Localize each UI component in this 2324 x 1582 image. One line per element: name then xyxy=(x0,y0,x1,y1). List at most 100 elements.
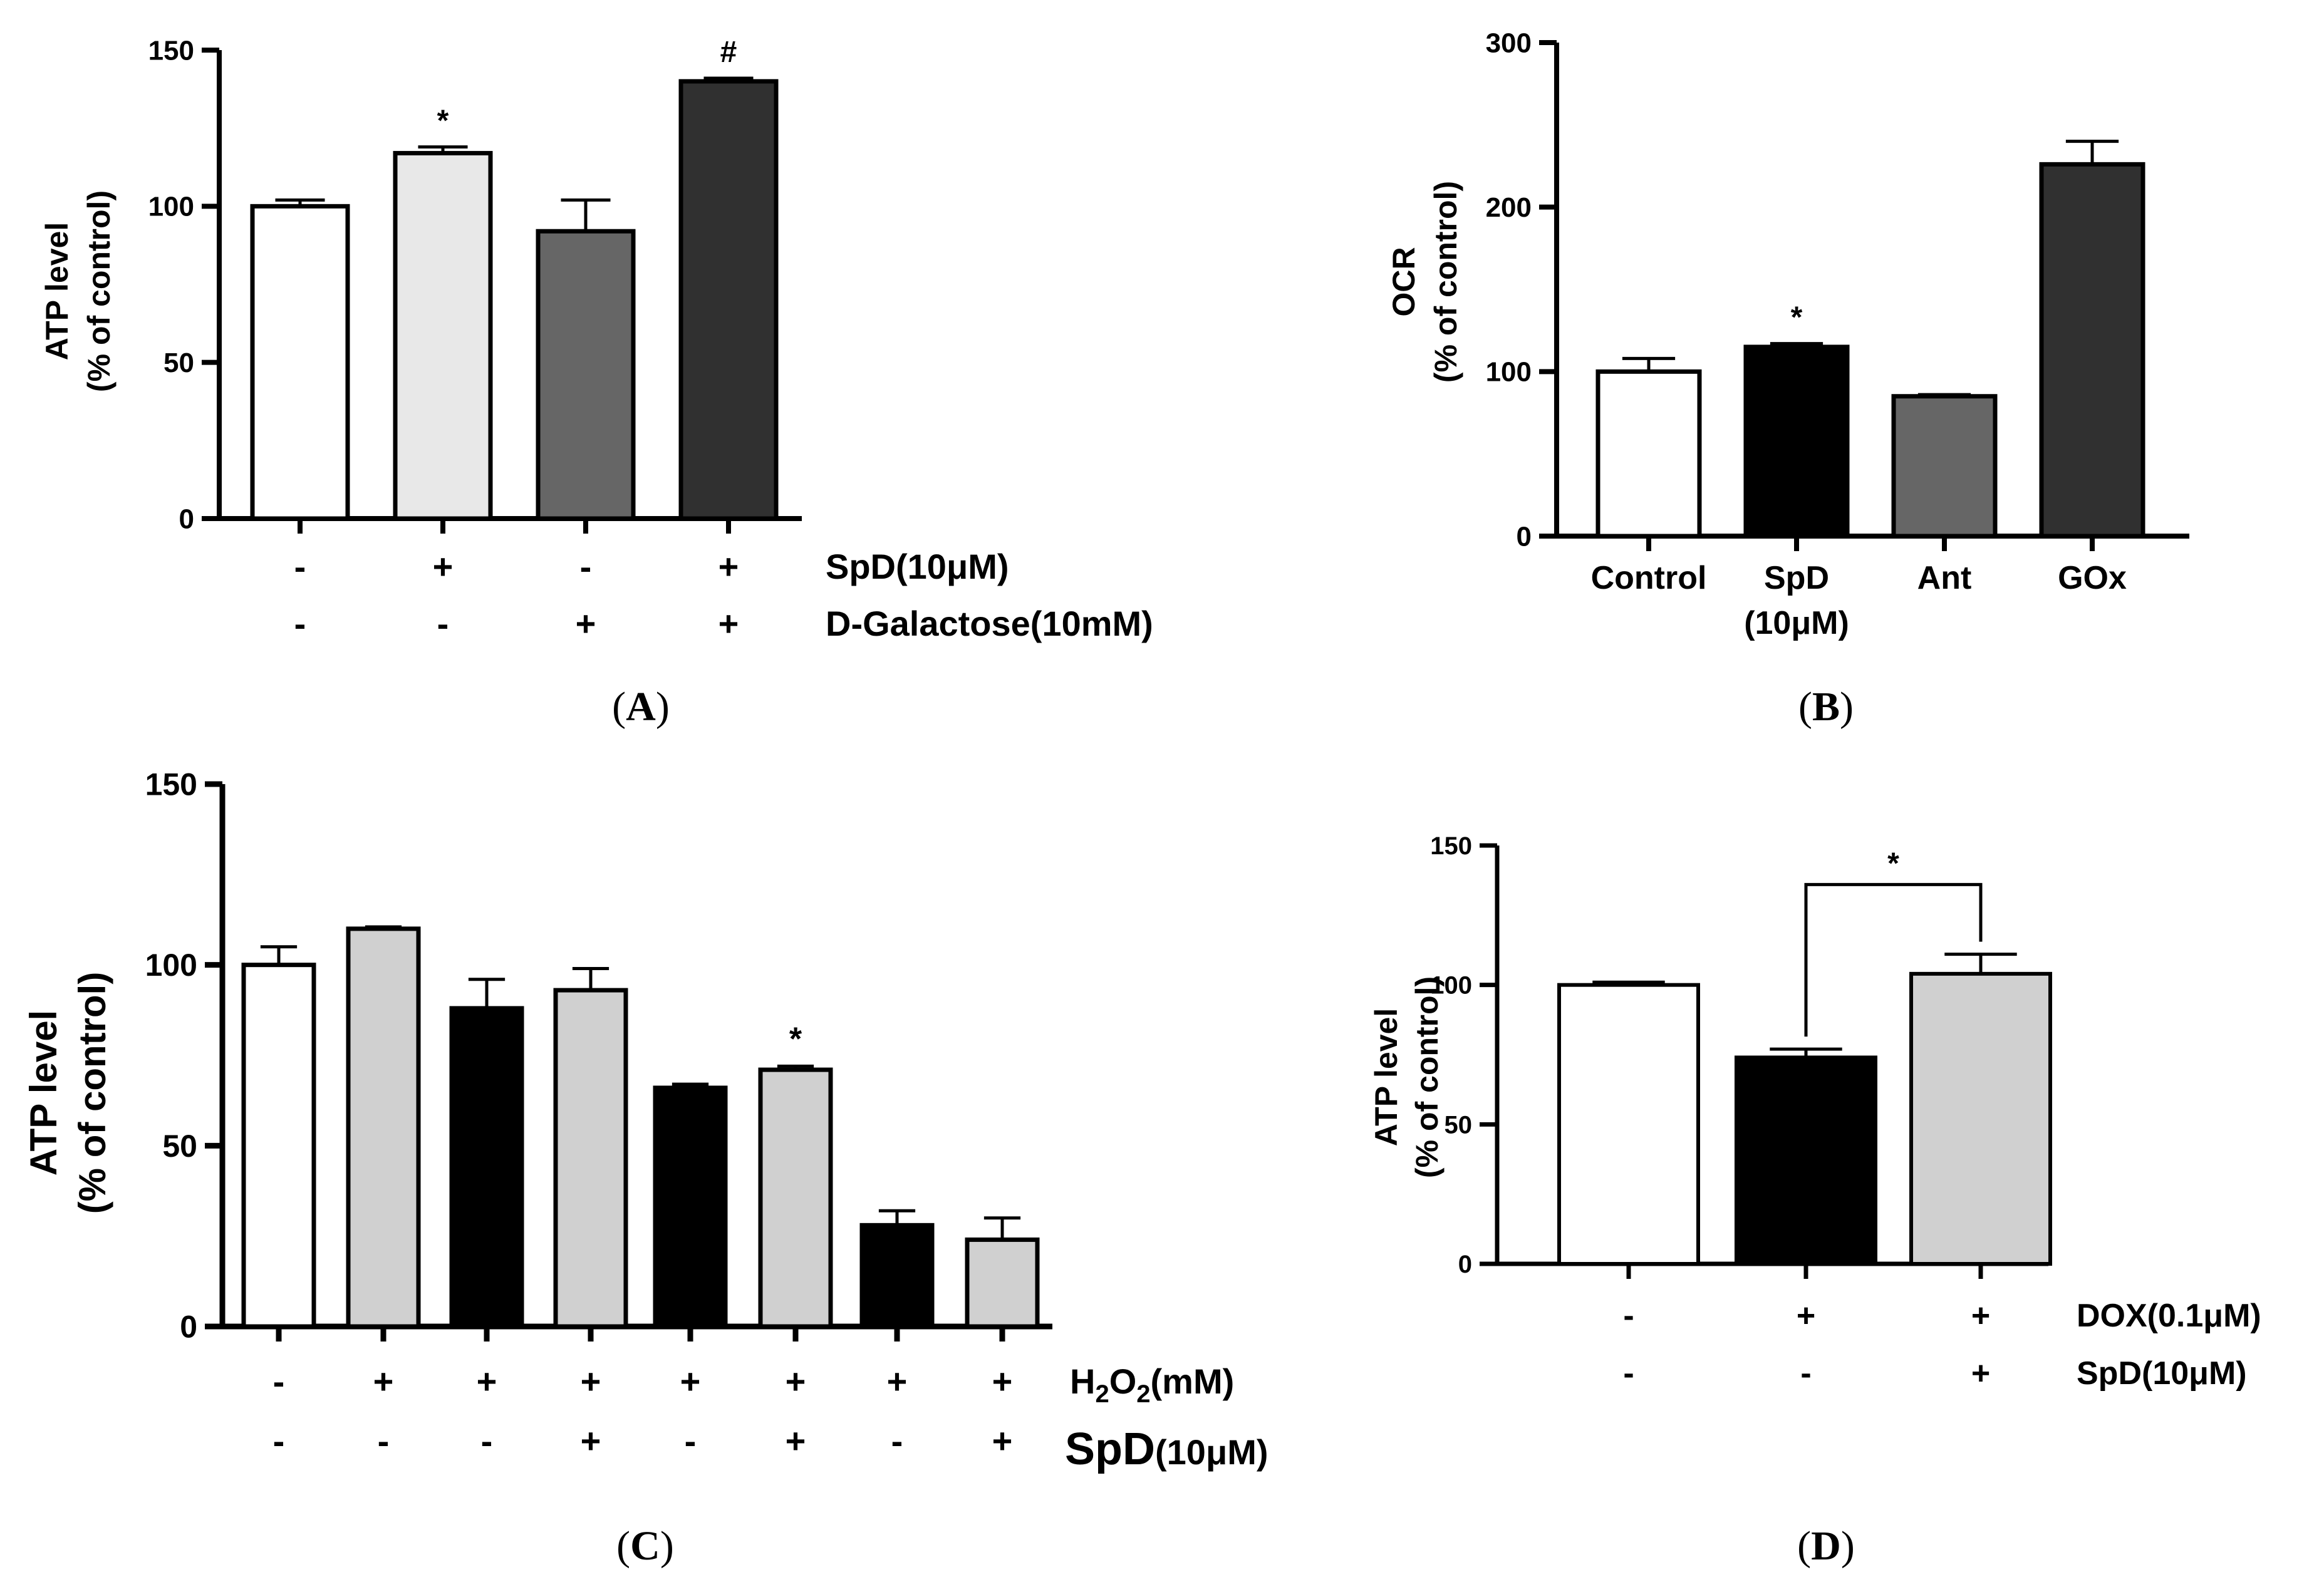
panel-b-category-label: GOx xyxy=(2058,560,2127,596)
panel-c-condition-sign: + xyxy=(992,1421,1013,1461)
panel-a-chart: 0 50 100 150 * # - + - + - - + + ATP level (% of cont… xyxy=(39,35,1153,730)
panel-c-significance-mark: * xyxy=(789,1021,802,1057)
panel-a-y-tick-label: 50 xyxy=(163,348,194,378)
panel-d-ylabel-line1: ATP level xyxy=(1369,1008,1404,1146)
panel-c-h2o2-h: H xyxy=(1070,1362,1095,1401)
panel-c-y-tick-label: 50 xyxy=(162,1129,197,1164)
panel-d-condition-sign: + xyxy=(1971,1355,1990,1392)
panel-a-y-tick-label: 0 xyxy=(179,504,194,534)
svg-text:(C): (C) xyxy=(616,1523,674,1569)
panel-a-caption-open: ( xyxy=(612,684,626,730)
panel-a-condition-sign: + xyxy=(718,604,739,643)
panel-a-condition-sign: + xyxy=(718,547,739,586)
panel-d-ylabel-line2: (% of control) xyxy=(1409,976,1445,1178)
panel-b-bar xyxy=(2039,162,2145,539)
panel-d-chart: 0 50 100 150 - + + - - + * ATP level (% of control… xyxy=(1369,832,2261,1569)
panel-d-significance-bracket xyxy=(1804,882,1983,1037)
panel-a-condition-sign: - xyxy=(580,547,592,586)
panel-d-condition-sign: + xyxy=(1971,1298,1990,1334)
panel-c-condition-sign: + xyxy=(887,1362,908,1401)
panel-c-condition-sign: - xyxy=(891,1421,903,1461)
panel-c-y-tick-label: 100 xyxy=(145,948,197,983)
panel-a-bar xyxy=(678,79,779,521)
panel-b-category-sublabel: (10μM) xyxy=(1744,605,1849,641)
panel-a-ylabel-line1: ATP level xyxy=(39,222,75,360)
panel-c-chart: 0 50 100 150 * - + + + + + + + - - - + - + - + ATP level (% … xyxy=(23,767,1268,1569)
panel-c-bar xyxy=(965,1237,1040,1329)
panel-d-condition-label-dox: DOX(0.1μM) xyxy=(2077,1298,2261,1334)
panel-c-caption-close: ) xyxy=(660,1523,674,1569)
panel-b-y-tick-label: 0 xyxy=(1517,521,1532,552)
svg-text:(B): (B) xyxy=(1798,684,1854,730)
panel-b-y-tick-label: 200 xyxy=(1486,192,1532,223)
panel-b-caption: (B) xyxy=(1798,684,1854,730)
panel-a-condition-sign: - xyxy=(437,604,449,643)
panel-b-caption-close: ) xyxy=(1840,684,1854,730)
panel-a-y-tick-label: 100 xyxy=(148,192,194,222)
panel-c-spd-main: SpD xyxy=(1065,1424,1155,1474)
panel-c-bar xyxy=(553,988,628,1329)
panel-c-condition-sign: + xyxy=(581,1421,601,1461)
panel-c-bar xyxy=(758,1067,833,1329)
panel-c-y-tick-label: 150 xyxy=(145,767,197,802)
panel-b-chart: 0 100 200 300 * Control SpD (10μM) Ant GOx OCR (%… xyxy=(1386,28,2189,730)
panel-c-condition-label-spd: SpD(10μM) xyxy=(1065,1424,1268,1474)
panel-d-bar xyxy=(1909,971,2052,1266)
panel-a-condition-label-spd: SpD(10μM) xyxy=(826,547,1009,586)
panel-a-condition-label-dgal: D-Galactose(10mM) xyxy=(826,604,1153,643)
panel-b-caption-letter: B xyxy=(1812,684,1840,730)
panel-d-y-tick-label: 50 xyxy=(1445,1111,1473,1139)
panel-a-caption-close: ) xyxy=(656,684,670,730)
panel-d-significance-mark: * xyxy=(1887,847,1899,880)
panel-c-condition-sign: + xyxy=(786,1421,806,1461)
panel-c-h2o2-sub1: 2 xyxy=(1095,1380,1109,1408)
panel-b-bar xyxy=(1743,344,1850,539)
panel-c-ylabel-line1: ATP level xyxy=(23,1010,65,1176)
panel-d-condition-sign: - xyxy=(1623,1355,1634,1392)
panel-b-category-label: Ant xyxy=(1917,560,1972,596)
panel-a-caption-letter: A xyxy=(626,684,656,730)
panel-a-caption: (A) xyxy=(612,684,670,730)
panel-c-bar xyxy=(449,1006,524,1329)
panel-b-category-label: SpD xyxy=(1764,560,1829,596)
panel-b-bar xyxy=(1595,369,1702,539)
panel-a-significance-mark: * xyxy=(437,105,449,138)
panel-c-condition-sign: + xyxy=(680,1362,701,1401)
panel-a-bar xyxy=(393,151,493,521)
panel-d-condition-sign: - xyxy=(1623,1298,1634,1334)
panel-b-plot-area: 0 100 200 300 * Control SpD (10μM) Ant GOx xyxy=(1486,28,2189,641)
panel-a-y-tick-label: 150 xyxy=(148,35,194,66)
panel-b-bar xyxy=(1891,394,1998,539)
panel-c-condition-sign: - xyxy=(378,1421,390,1461)
panel-c-y-tick-label: 0 xyxy=(180,1310,197,1345)
panel-c-caption: (C) xyxy=(616,1523,674,1569)
panel-b-category-label: Control xyxy=(1591,560,1707,596)
panel-d-bar xyxy=(1557,983,1700,1266)
panel-a-bar xyxy=(536,229,636,521)
panel-c-caption-letter: C xyxy=(630,1523,660,1569)
panel-a-plot-area: 0 50 100 150 * # - + - + - - + + xyxy=(148,35,802,643)
panel-c-condition-sign: - xyxy=(273,1421,285,1461)
panel-a-bar xyxy=(250,204,350,521)
panel-c-condition-sign: + xyxy=(992,1362,1013,1401)
panel-a-significance-mark: # xyxy=(720,36,737,69)
panel-d-y-tick-label: 150 xyxy=(1430,832,1472,860)
panel-a-condition-sign: + xyxy=(433,547,454,586)
panel-a-condition-sign: + xyxy=(576,604,596,643)
panel-c-condition-sign: + xyxy=(581,1362,601,1401)
panel-c-h2o2-sub2: 2 xyxy=(1136,1380,1150,1408)
panel-c-condition-sign: + xyxy=(477,1362,497,1401)
panel-c-h2o2-unit: (mM) xyxy=(1151,1362,1235,1401)
panel-c-bar xyxy=(859,1223,935,1329)
panel-c-bar xyxy=(346,926,421,1329)
panel-b-caption-open: ( xyxy=(1798,684,1812,730)
panel-d-condition-sign: - xyxy=(1800,1355,1811,1392)
panel-c-condition-sign: - xyxy=(481,1421,493,1461)
panel-b-y-tick-label: 300 xyxy=(1486,28,1532,58)
panel-c-plot-area: 0 50 100 150 * - + + + + + + + - - - + - + - + xyxy=(145,767,1052,1461)
panel-c-condition-sign: + xyxy=(373,1362,394,1401)
panel-c-condition-sign: - xyxy=(685,1421,697,1461)
panel-c-ylabel-line2: (% of control) xyxy=(71,972,113,1214)
panel-d-y-tick-label: 0 xyxy=(1458,1251,1472,1278)
panel-b-y-tick-label: 100 xyxy=(1486,357,1532,388)
